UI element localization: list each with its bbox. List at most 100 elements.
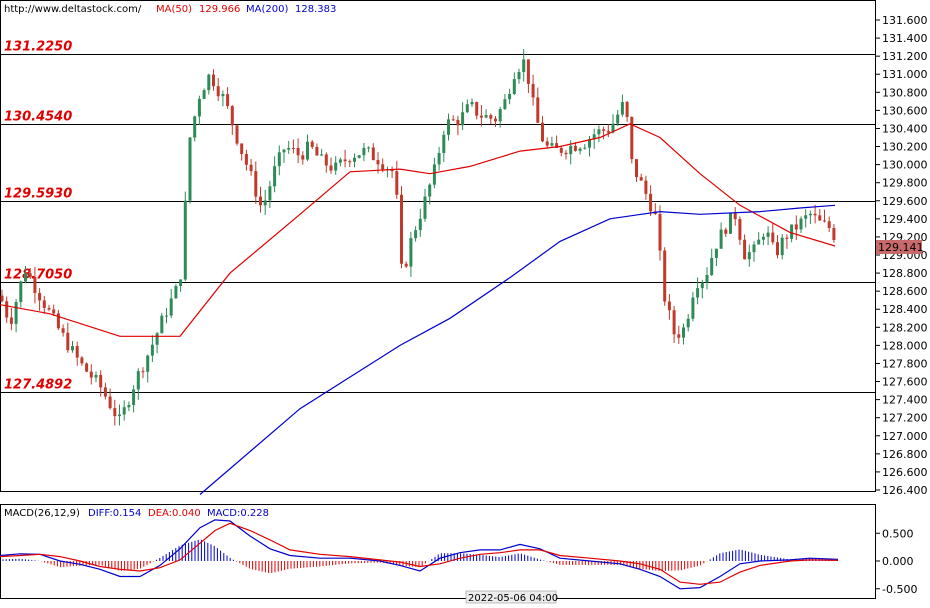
candle-body bbox=[804, 215, 808, 219]
candle-body bbox=[94, 374, 98, 378]
candle-body bbox=[813, 213, 817, 216]
candle-body bbox=[376, 160, 380, 165]
candle-body bbox=[747, 252, 751, 260]
candle-body bbox=[508, 94, 512, 100]
candle-body bbox=[743, 239, 747, 260]
candle-body bbox=[790, 224, 794, 239]
macd-dea-line bbox=[0, 522, 839, 585]
candle-body bbox=[447, 119, 450, 135]
candle-body bbox=[334, 162, 338, 171]
candle-body bbox=[132, 389, 136, 405]
candle-body bbox=[329, 165, 333, 171]
candle-body bbox=[794, 224, 798, 230]
candle-body bbox=[235, 125, 239, 144]
candle-body bbox=[113, 408, 117, 417]
candle-body bbox=[738, 219, 742, 240]
level-label-3: 129.5930 bbox=[4, 187, 72, 202]
candle-body bbox=[202, 90, 206, 99]
candle-body bbox=[160, 315, 164, 334]
candle-body bbox=[197, 98, 201, 117]
price-tick-label: 129.400 bbox=[882, 213, 928, 226]
level-label-5: 127.4892 bbox=[4, 378, 72, 393]
candle-body bbox=[230, 106, 234, 126]
candle-body bbox=[512, 79, 516, 95]
candle-body bbox=[395, 171, 399, 195]
candle-body bbox=[273, 166, 277, 187]
candle-body bbox=[710, 257, 714, 276]
candle-body bbox=[287, 147, 291, 150]
ma50-label: MA(50) bbox=[156, 4, 192, 15]
price-tick-label: 131.400 bbox=[882, 32, 928, 45]
candle-body bbox=[592, 134, 596, 140]
candle-body bbox=[498, 109, 502, 122]
candle-body bbox=[193, 116, 197, 138]
candle-body bbox=[291, 147, 295, 149]
candle-body bbox=[282, 149, 286, 153]
price-tick-label: 129.800 bbox=[882, 177, 928, 190]
candle-body bbox=[630, 117, 634, 160]
candle-body bbox=[714, 248, 718, 258]
candle-body bbox=[263, 200, 267, 206]
candle-body bbox=[719, 229, 723, 249]
candle-body bbox=[545, 141, 549, 146]
candle-body bbox=[663, 250, 667, 302]
candle-body bbox=[465, 104, 469, 113]
candle-body bbox=[136, 371, 140, 390]
candle-body bbox=[118, 414, 121, 417]
candle-body bbox=[155, 333, 159, 345]
candle-body bbox=[635, 159, 638, 178]
macd-dea: DEA:0.040 bbox=[148, 508, 201, 519]
level-label-2: 130.4540 bbox=[4, 110, 72, 125]
candle-body bbox=[823, 220, 826, 222]
candle-body bbox=[277, 152, 281, 167]
candle-body bbox=[625, 101, 629, 118]
candle-body bbox=[677, 334, 681, 338]
candle-body bbox=[42, 300, 46, 308]
ma50-line bbox=[0, 123, 836, 337]
macd-diff-line bbox=[0, 519, 839, 590]
candle-body bbox=[569, 145, 573, 155]
price-tick-label: 130.000 bbox=[882, 159, 928, 172]
candle-body bbox=[757, 239, 761, 245]
price-tick-label: 130.200 bbox=[882, 141, 928, 154]
candle-body bbox=[47, 307, 51, 310]
price-tick-label: 127.800 bbox=[882, 357, 928, 370]
candle-body bbox=[682, 327, 685, 338]
ma50-value: 129.966 bbox=[199, 4, 240, 15]
candle-body bbox=[71, 346, 74, 351]
candle-body bbox=[207, 74, 211, 91]
candle-body bbox=[771, 232, 775, 243]
candle-body bbox=[616, 114, 620, 124]
candle-body bbox=[550, 143, 554, 146]
time-label: 2022-05-06 04:00 bbox=[468, 593, 558, 604]
candle-body bbox=[667, 301, 671, 311]
candle-body bbox=[240, 143, 244, 154]
macd-tick-label: 0.000 bbox=[882, 555, 914, 568]
candle-body bbox=[353, 157, 356, 162]
candle-body bbox=[108, 396, 112, 409]
candle-body bbox=[423, 196, 427, 219]
candle-body bbox=[296, 147, 300, 156]
candle-body bbox=[400, 194, 403, 264]
candle-body bbox=[414, 230, 418, 239]
candle-body bbox=[19, 281, 23, 303]
candle-body bbox=[780, 237, 784, 256]
candle-body bbox=[470, 102, 474, 105]
current-price-tag bbox=[876, 240, 922, 254]
candle-body bbox=[315, 146, 319, 156]
candle-body bbox=[526, 59, 530, 84]
site-url: http://www.deltastock.com/ bbox=[4, 4, 142, 15]
candle-body bbox=[818, 215, 822, 221]
candle-body bbox=[28, 273, 32, 278]
candle-body bbox=[85, 363, 89, 372]
macd-name: MACD(26,12,9) bbox=[4, 508, 80, 519]
candle-body bbox=[80, 357, 84, 364]
candle-body bbox=[362, 147, 366, 156]
candle-body bbox=[494, 118, 497, 122]
candle-body bbox=[785, 237, 789, 239]
candle-body bbox=[103, 387, 107, 397]
candle-body bbox=[141, 371, 145, 373]
candle-body bbox=[348, 161, 352, 163]
price-tick-label: 127.200 bbox=[882, 412, 928, 425]
